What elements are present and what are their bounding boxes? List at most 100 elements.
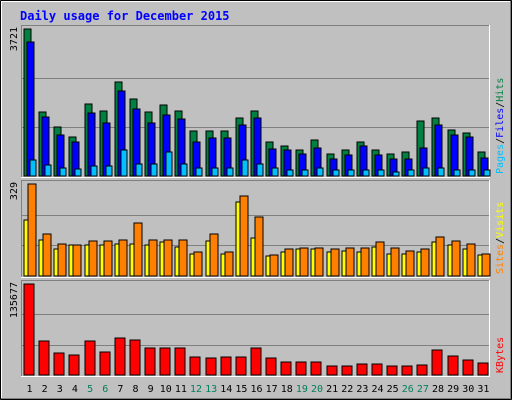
kbytes-bar-day-29	[447, 355, 459, 376]
kbytes-bar-day-8	[129, 339, 141, 376]
pages-bar-day-22	[347, 169, 355, 177]
day-label-17: 17	[266, 384, 278, 395]
pages-bar-day-17	[271, 167, 279, 177]
pages-bar-day-27	[422, 167, 430, 177]
kbytes-bar-day-28	[431, 349, 443, 376]
day-label-10: 10	[160, 384, 172, 395]
kbytes-panel-ymax-label: 135677	[9, 282, 20, 318]
pages-bar-day-29	[453, 169, 461, 177]
day-label-4: 4	[72, 384, 78, 395]
pages-bar-day-19	[301, 169, 309, 177]
visits-panel-legend-separator: /	[495, 238, 506, 244]
pages-bar-day-9	[150, 163, 158, 177]
kbytes-bar-day-11	[174, 347, 186, 376]
sites-bar-day-28	[435, 236, 445, 277]
visits-panel-legend: Sites/Visits	[495, 202, 506, 274]
kbytes-bar-day-15	[235, 356, 247, 376]
sites-bar-day-7	[118, 239, 128, 277]
kbytes-bar-day-27	[416, 364, 428, 376]
sites-bar-day-9	[148, 239, 158, 277]
pages-bar-day-23	[362, 169, 370, 177]
pages-bar-day-24	[377, 169, 385, 177]
kbytes-bar-day-3	[53, 352, 65, 376]
day-label-7: 7	[117, 384, 123, 395]
kbytes-panel-legend: KBytes	[495, 337, 506, 373]
day-label-29: 29	[447, 384, 459, 395]
legend-files: Files	[495, 108, 506, 138]
kbytes-bar-day-23	[356, 363, 368, 376]
day-label-26: 26	[402, 384, 414, 395]
day-label-25: 25	[387, 384, 399, 395]
day-label-18: 18	[281, 384, 293, 395]
kbytes-bar-day-24	[371, 363, 383, 376]
kbytes-bar-day-1	[23, 283, 35, 376]
usage-panel-ymax-label: 3721	[9, 27, 20, 51]
visits-panel: 329 Sites/Visits	[9, 180, 506, 278]
pages-bar-day-21	[332, 169, 340, 177]
sites-bar-day-20	[314, 247, 324, 277]
day-label-3: 3	[57, 384, 63, 395]
day-label-16: 16	[250, 384, 262, 395]
pages-bar-day-18	[286, 169, 294, 177]
sites-bar-day-13	[209, 233, 219, 277]
kbytes-bar-day-2	[38, 340, 50, 376]
pages-bar-day-28	[437, 167, 445, 177]
pages-bar-day-13	[211, 167, 219, 177]
pages-bar-day-4	[74, 168, 82, 177]
sites-bar-day-21	[330, 248, 340, 277]
sites-bar-day-11	[178, 239, 188, 277]
day-label-23: 23	[356, 384, 368, 395]
day-label-22: 22	[341, 384, 353, 395]
sites-bar-day-3	[57, 243, 67, 277]
pages-bar-day-5	[90, 165, 98, 177]
sites-bar-day-26	[405, 250, 415, 277]
kbytes-bar-day-17	[265, 357, 277, 376]
chart-title: Daily usage for December 2015	[20, 9, 230, 23]
kbytes-bar-day-19	[295, 361, 307, 376]
pages-bar-day-8	[135, 163, 143, 177]
day-label-15: 15	[235, 384, 247, 395]
kbytes-bar-day-25	[386, 365, 398, 376]
day-label-14: 14	[220, 384, 232, 395]
pages-bar-day-12	[195, 167, 203, 177]
pages-bar-day-31	[483, 169, 491, 177]
day-label-31: 31	[477, 384, 489, 395]
sites-bar-day-1	[27, 183, 37, 277]
pages-bar-day-10	[165, 151, 173, 177]
legend-kbytes: KBytes	[495, 337, 506, 373]
pages-bar-day-25	[392, 171, 400, 177]
day-label-13: 13	[205, 384, 217, 395]
sites-bar-day-25	[390, 247, 400, 277]
legend-sites: Sites	[495, 244, 506, 274]
visits-panel-ymax-label: 329	[9, 182, 20, 200]
kbytes-bar-day-18	[280, 361, 292, 376]
kbytes-bar-day-26	[401, 365, 413, 376]
day-label-24: 24	[372, 384, 384, 395]
sites-bar-day-17	[269, 254, 279, 277]
pages-bar-day-30	[468, 169, 476, 177]
kbytes-bar-day-30	[462, 359, 474, 376]
sites-bar-day-19	[299, 247, 309, 277]
sites-bar-day-14	[224, 251, 234, 277]
day-label-12: 12	[190, 384, 202, 395]
pages-bar-day-26	[407, 169, 415, 177]
sites-bar-day-29	[451, 240, 461, 277]
sites-bar-day-2	[42, 233, 52, 277]
pages-bar-day-11	[180, 163, 188, 177]
pages-bar-day-15	[241, 159, 249, 177]
files-bar-day-1	[26, 41, 35, 177]
kbytes-bar-day-31	[477, 362, 489, 376]
sites-bar-day-22	[345, 247, 355, 277]
kbytes-bar-day-4	[68, 354, 80, 376]
kbytes-bar-day-16	[250, 347, 262, 376]
sites-bar-day-8	[133, 222, 143, 277]
sites-bar-day-30	[466, 243, 476, 277]
pages-bar-day-7	[120, 149, 128, 177]
legend-visits: Visits	[495, 202, 506, 238]
sites-bar-day-23	[360, 247, 370, 277]
day-label-21: 21	[326, 384, 338, 395]
sites-bar-day-6	[103, 240, 113, 277]
